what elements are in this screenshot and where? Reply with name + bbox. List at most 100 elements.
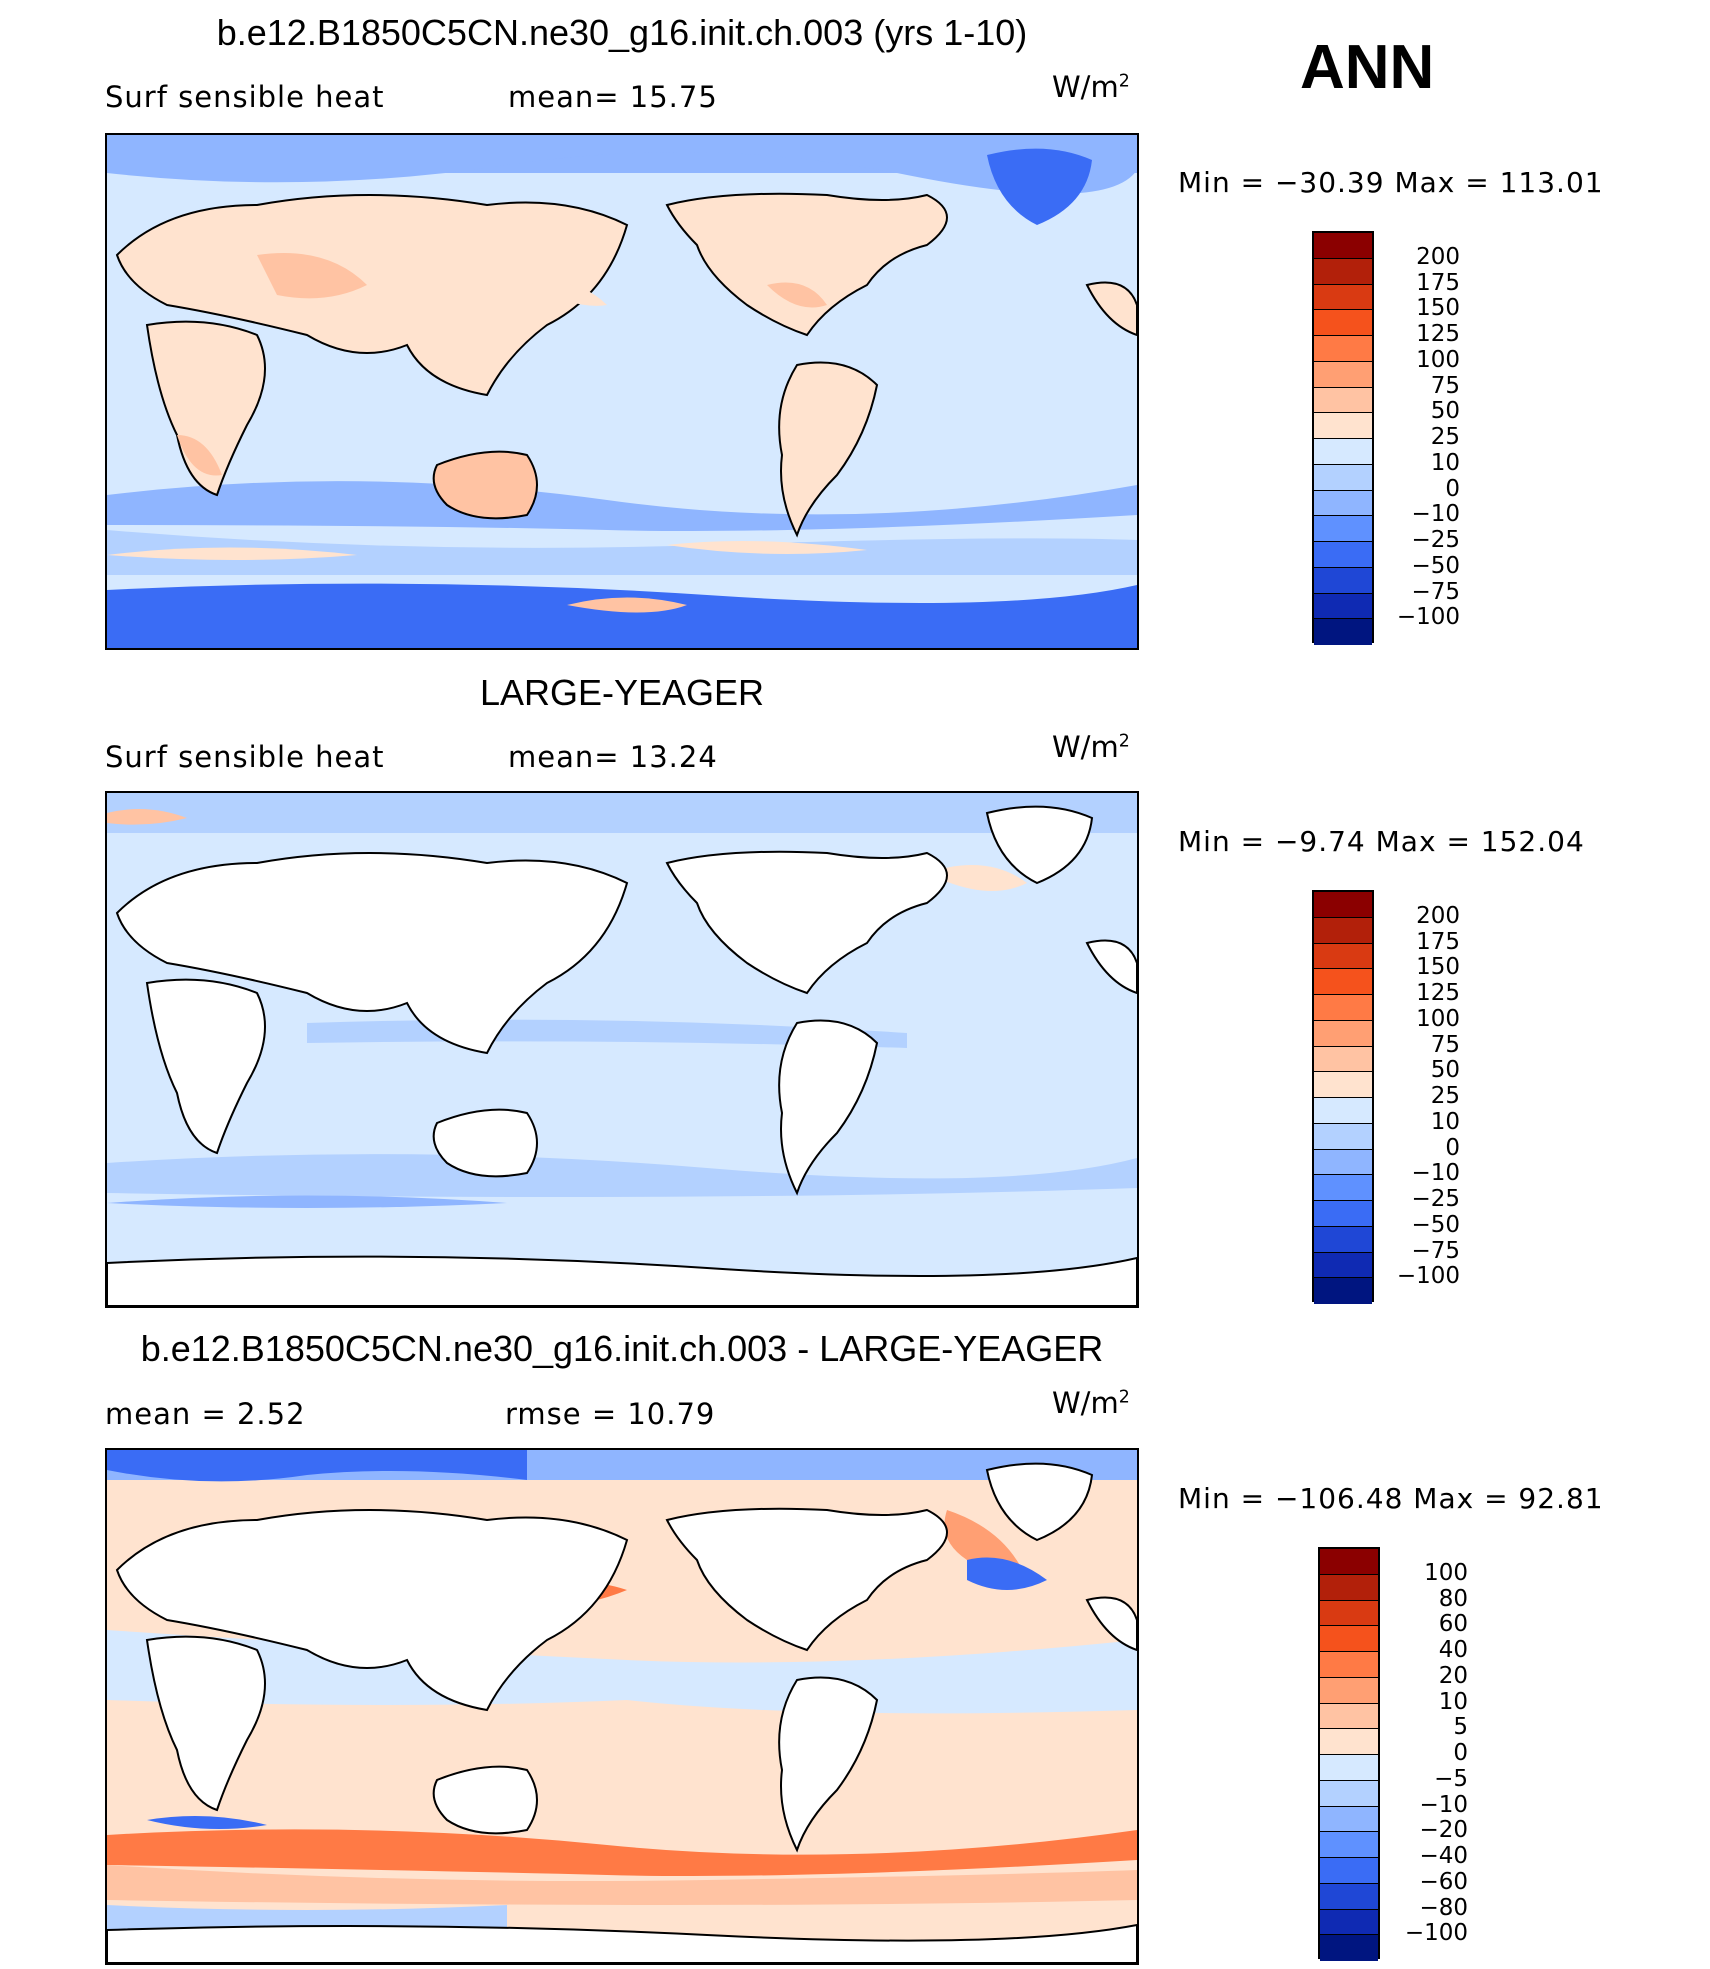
- colorbar-tick-label: −25: [1411, 527, 1460, 553]
- panel-2-colorbar-labels: 200 175 150 125 100 75 50 25 10 0 −10 −25 −50 −75 −100: [1380, 890, 1460, 1302]
- colorbar-swatch: [1314, 1226, 1372, 1253]
- colorbar-swatch: [1320, 1703, 1378, 1730]
- colorbar-tick-label: 75: [1430, 1031, 1460, 1058]
- colorbar-tick-label: 100: [1416, 346, 1460, 373]
- colorbar-swatch: [1314, 284, 1372, 311]
- colorbar-swatch: [1314, 1278, 1372, 1304]
- panel-1-colorbar-labels: 200 175 150 125 100 75 50 25 10 0 −10 −25 −50 −75 −100: [1380, 231, 1460, 643]
- colorbar-tick-label: −50: [1411, 1211, 1460, 1238]
- panel-2-variable-label: Surf sensible heat: [105, 740, 385, 774]
- panel-3-map: [105, 1448, 1139, 1965]
- colorbar-swatch: [1314, 1098, 1372, 1124]
- colorbar-tick-label: 10: [1430, 1108, 1460, 1135]
- colorbar-tick-label: −100: [1404, 1920, 1468, 1947]
- colorbar-tick-label: −20: [1419, 1817, 1468, 1844]
- colorbar-swatch: [1320, 1549, 1378, 1575]
- colorbar-tick-label: 0: [1445, 475, 1460, 502]
- colorbar-swatch: [1314, 1046, 1372, 1073]
- colorbar-swatch: [1314, 892, 1372, 918]
- panel-1-map: [105, 133, 1139, 650]
- panel-2-colorbar: [1312, 890, 1374, 1304]
- colorbar-swatch: [1320, 1729, 1378, 1755]
- colorbar-swatch: [1314, 1072, 1372, 1098]
- colorbar-swatch: [1314, 1020, 1372, 1047]
- colorbar-swatch: [1314, 969, 1372, 995]
- colorbar-swatch: [1320, 1574, 1378, 1601]
- colorbar-tick-label: −75: [1411, 578, 1460, 605]
- colorbar-swatch: [1320, 1832, 1378, 1858]
- colorbar-tick-label: 175: [1416, 269, 1460, 296]
- colorbar-swatch: [1314, 439, 1372, 465]
- colorbar-swatch: [1320, 1600, 1378, 1627]
- colorbar-tick-label: 125: [1416, 321, 1460, 347]
- colorbar-tick-label: 100: [1416, 1005, 1460, 1032]
- colorbar-swatch: [1314, 943, 1372, 970]
- colorbar-swatch: [1314, 917, 1372, 944]
- colorbar-swatch: [1314, 567, 1372, 594]
- panel-3-rmse-label: rmse = 10.79: [505, 1397, 716, 1431]
- colorbar-swatch: [1320, 1652, 1378, 1678]
- colorbar-swatch: [1320, 1677, 1378, 1704]
- panel-2-minmax: Min = −9.74 Max = 152.04: [1178, 825, 1585, 858]
- colorbar-tick-label: −75: [1411, 1237, 1460, 1264]
- colorbar-tick-label: 175: [1416, 928, 1460, 955]
- colorbar-tick-label: −10: [1419, 1791, 1468, 1818]
- colorbar-swatch: [1314, 233, 1372, 259]
- panel-3-minmax: Min = −106.48 Max = 92.81: [1178, 1482, 1604, 1515]
- colorbar-swatch: [1314, 490, 1372, 517]
- season-label: ANN: [1300, 33, 1435, 102]
- panel-2-title: LARGE-YEAGER: [479, 672, 765, 713]
- panel-3-mean-label: mean = 2.52: [105, 1397, 306, 1431]
- colorbar-swatch: [1314, 619, 1372, 645]
- colorbar-swatch: [1314, 1175, 1372, 1201]
- colorbar-tick-label: 0: [1445, 1134, 1460, 1161]
- colorbar-swatch: [1320, 1806, 1378, 1833]
- panel-1-variable-label: Surf sensible heat: [105, 80, 385, 114]
- colorbar-swatch: [1314, 413, 1372, 439]
- colorbar-swatch: [1320, 1780, 1378, 1807]
- colorbar-swatch: [1320, 1909, 1378, 1936]
- colorbar-swatch: [1314, 361, 1372, 388]
- colorbar-tick-label: 50: [1430, 1057, 1460, 1084]
- colorbar-tick-label: −40: [1419, 1843, 1468, 1869]
- colorbar-swatch: [1314, 387, 1372, 414]
- colorbar-tick-label: 200: [1416, 902, 1460, 929]
- colorbar-tick-label: 80: [1438, 1585, 1468, 1612]
- colorbar-tick-label: −80: [1419, 1894, 1468, 1921]
- panel-2-mean-label: mean= 13.24: [508, 740, 718, 774]
- colorbar-tick-label: 75: [1430, 372, 1460, 399]
- colorbar-tick-label: −5: [1434, 1765, 1468, 1792]
- colorbar-tick-label: −10: [1411, 501, 1460, 528]
- colorbar-tick-label: 10: [1438, 1688, 1468, 1715]
- panel-2-map: [105, 791, 1139, 1308]
- panel-3-colorbar-labels: 100 80 60 40 20 10 5 0 −5 −10 −20 −40 −60 −80 −100: [1388, 1547, 1468, 1959]
- colorbar-swatch: [1314, 1123, 1372, 1150]
- colorbar-tick-label: 150: [1416, 954, 1460, 981]
- colorbar-tick-label: 150: [1416, 295, 1460, 322]
- colorbar-tick-label: 5: [1453, 1714, 1468, 1741]
- colorbar-tick-label: 10: [1430, 449, 1460, 476]
- colorbar-swatch: [1314, 995, 1372, 1021]
- panel-3-units: W/m2: [1052, 1386, 1130, 1420]
- colorbar-swatch: [1314, 310, 1372, 336]
- colorbar-swatch: [1320, 1626, 1378, 1652]
- panel-2-units: W/m2: [1052, 730, 1130, 764]
- panel-3-title: b.e12.B1850C5CN.ne30_g16.init.ch.003 - L…: [140, 1328, 1104, 1369]
- colorbar-swatch: [1314, 516, 1372, 542]
- colorbar-tick-label: 200: [1416, 243, 1460, 270]
- colorbar-tick-label: 20: [1438, 1662, 1468, 1689]
- panel-1-colorbar: [1312, 231, 1374, 645]
- colorbar-tick-label: −25: [1411, 1186, 1460, 1212]
- colorbar-swatch: [1314, 1201, 1372, 1227]
- colorbar-swatch: [1314, 542, 1372, 568]
- panel-1-minmax: Min = −30.39 Max = 113.01: [1178, 166, 1604, 199]
- colorbar-swatch: [1314, 1252, 1372, 1279]
- panel-1-mean-label: mean= 15.75: [508, 80, 718, 114]
- colorbar-tick-label: −100: [1396, 604, 1460, 631]
- colorbar-tick-label: −100: [1396, 1263, 1460, 1290]
- colorbar-tick-label: 40: [1438, 1637, 1468, 1663]
- colorbar-tick-label: 50: [1430, 398, 1460, 425]
- colorbar-swatch: [1314, 336, 1372, 362]
- colorbar-tick-label: −50: [1411, 552, 1460, 579]
- colorbar-tick-label: 125: [1416, 980, 1460, 1006]
